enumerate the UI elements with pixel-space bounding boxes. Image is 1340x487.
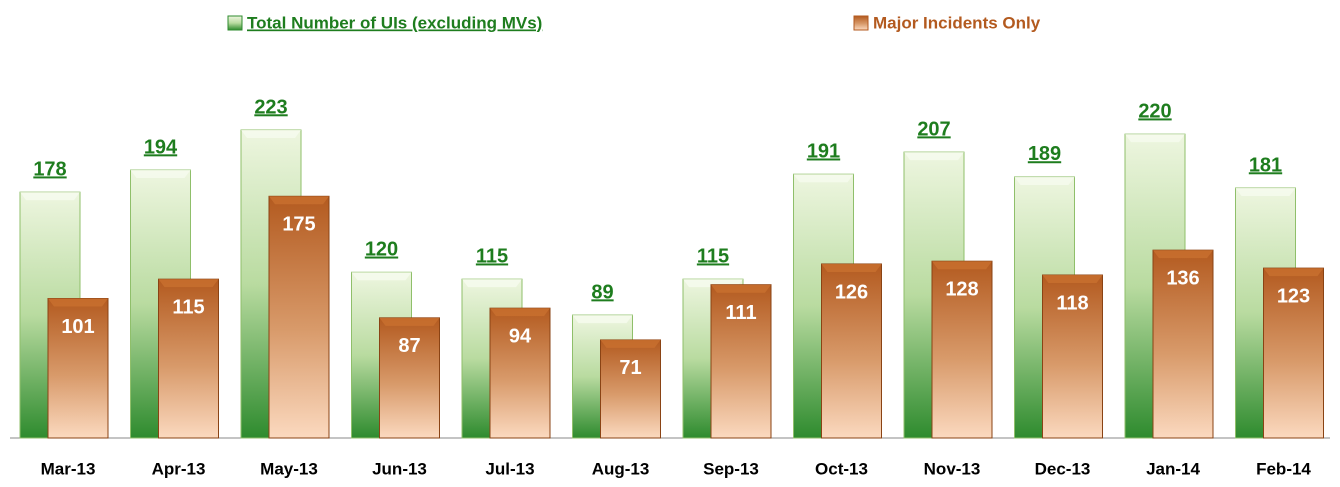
value-label: 128 — [945, 278, 978, 300]
value-label: 115 — [697, 245, 729, 267]
x-tick-label: Jul-13 — [485, 459, 534, 478]
bar — [1263, 267, 1324, 439]
bar-cap — [1153, 250, 1213, 259]
bar — [268, 195, 330, 439]
bar-cap — [1235, 188, 1296, 197]
bar — [1042, 274, 1103, 439]
bar-cap — [241, 130, 301, 138]
value-label: 123 — [1277, 285, 1310, 307]
value-label: 181 — [1249, 154, 1282, 176]
value-label: 220 — [1138, 100, 1171, 122]
bar-cap — [600, 339, 661, 348]
bar-cap — [20, 192, 80, 201]
value-label: 191 — [807, 140, 840, 162]
bar-cap — [821, 263, 882, 272]
bar — [379, 317, 440, 439]
value-label: 175 — [282, 214, 315, 236]
bar-cap — [130, 170, 191, 179]
value-label: 223 — [254, 96, 287, 118]
bar-cap — [1125, 134, 1185, 143]
bar-cap — [793, 174, 854, 183]
x-tick-label: May-13 — [260, 459, 318, 478]
bar — [821, 263, 882, 439]
value-label: 111 — [725, 302, 756, 324]
bar — [489, 307, 551, 439]
bar-cap — [904, 152, 964, 161]
value-label: 189 — [1028, 143, 1061, 165]
bar — [931, 260, 993, 439]
x-tick-label: Nov-13 — [924, 459, 981, 478]
bar — [158, 278, 219, 439]
x-tick-label: Apr-13 — [152, 459, 206, 478]
legend-label: Major Incidents Only — [873, 13, 1041, 32]
value-label: 87 — [398, 335, 420, 357]
x-tick-label: Jan-14 — [1146, 459, 1200, 478]
bar — [1152, 249, 1214, 439]
value-label: 178 — [33, 158, 66, 180]
bar — [710, 284, 772, 439]
bar-cap — [158, 279, 219, 288]
value-label: 89 — [591, 281, 613, 303]
bar — [600, 339, 661, 439]
bar-cap — [351, 272, 412, 281]
bar-cap — [711, 284, 771, 293]
x-tick-label: Jun-13 — [372, 459, 427, 478]
value-label: 136 — [1166, 267, 1199, 289]
bar-cap — [462, 279, 522, 288]
value-label: 120 — [365, 239, 398, 261]
bar-cap — [1014, 176, 1075, 185]
x-tick-label: Aug-13 — [592, 459, 650, 478]
value-label: 115 — [172, 296, 204, 318]
bar — [47, 298, 109, 439]
legend-swatch — [227, 15, 243, 31]
bar-cap — [48, 298, 108, 307]
value-label: 207 — [917, 118, 950, 140]
value-label: 115 — [476, 245, 508, 267]
bar-cap — [490, 308, 550, 317]
x-tick-label: Mar-13 — [41, 459, 96, 478]
value-label: 94 — [509, 325, 532, 347]
bar-cap — [932, 261, 992, 270]
legend-label: Total Number of UIs (excluding MVs) — [247, 13, 542, 32]
value-label: 126 — [835, 281, 868, 303]
bar-cap — [269, 196, 329, 205]
bar-cap — [1042, 275, 1103, 284]
value-label: 118 — [1056, 292, 1088, 314]
value-label: 71 — [619, 357, 641, 379]
value-label: 194 — [144, 136, 178, 158]
x-tick-label: Oct-13 — [815, 459, 868, 478]
bar-cap — [379, 317, 440, 326]
legend-swatch — [853, 15, 869, 31]
bar-cap — [1263, 268, 1324, 277]
x-tick-label: Sep-13 — [703, 459, 759, 478]
x-tick-label: Feb-14 — [1256, 459, 1311, 478]
x-tick-label: Dec-13 — [1035, 459, 1091, 478]
value-label: 101 — [61, 316, 94, 338]
bar-cap — [572, 315, 633, 324]
